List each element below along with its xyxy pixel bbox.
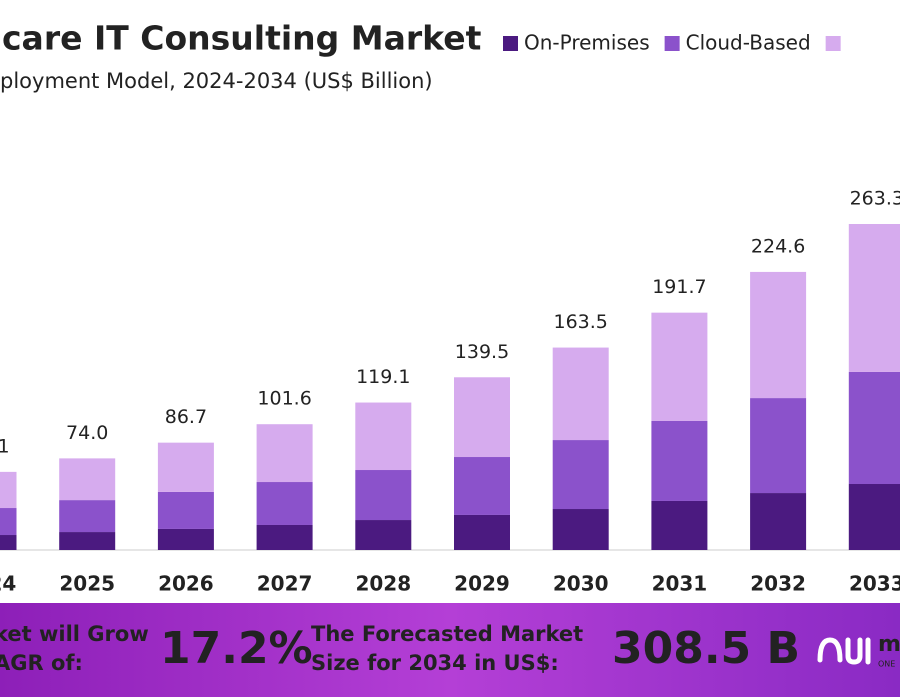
bar-segment (157, 528, 214, 550)
bar-segment (59, 532, 116, 550)
banner-text: The Forecasted Market (311, 622, 583, 646)
x-tick-label: 2027 (257, 572, 313, 596)
bar-segment (256, 524, 313, 550)
x-tick-label: 2030 (553, 572, 609, 596)
total-label: 119.1 (356, 366, 410, 388)
total-label: 191.7 (652, 276, 706, 298)
logo-sub: ONE (878, 660, 895, 669)
banner-cagr: 17.2% (160, 623, 313, 674)
bar-segment (0, 508, 17, 536)
bar-segment (454, 514, 510, 550)
bar-segment (750, 271, 807, 399)
bar-segment (0, 471, 17, 509)
chart-title: care IT Consulting Market (2, 19, 482, 58)
legend-label: On-Premises (524, 31, 650, 55)
total-label: 101.6 (257, 388, 311, 410)
total-label: 86.7 (165, 406, 207, 428)
total-label: 224.6 (751, 235, 805, 257)
bar-segment (256, 424, 313, 483)
x-tick-label: 2033 (849, 572, 900, 596)
x-tick-label: 2032 (750, 572, 806, 596)
bar-segment (552, 509, 609, 550)
bar-segment (59, 458, 116, 501)
legend-swatch (503, 36, 518, 51)
logo-icon (817, 637, 871, 665)
x-tick-label: 2031 (652, 572, 708, 596)
bar-segment (651, 312, 708, 421)
bar-segment (355, 520, 412, 550)
total-label: 139.5 (455, 341, 509, 363)
x-tick-label: 2026 (158, 572, 214, 596)
bar-segment (651, 500, 708, 550)
total-label: 74.0 (66, 422, 108, 444)
bar-segment (0, 535, 17, 550)
chart-subtitle: ployment Model, 2024-2034 (US$ Billion) (0, 69, 433, 93)
banner (0, 603, 900, 697)
x-tick-label: 2025 (59, 572, 115, 596)
legend-label: Cloud-Based (686, 31, 811, 55)
x-tick-label: 2028 (355, 572, 411, 596)
bar-segment (651, 420, 708, 501)
bar-segment (256, 482, 313, 525)
bar-segment (552, 440, 609, 510)
total-label: 63.1 (0, 435, 10, 457)
banner-text: ket will Grow (0, 622, 149, 646)
bar-segment (848, 484, 900, 550)
total-label: 163.5 (553, 311, 607, 333)
banner-forecast: 308.5 B (612, 623, 800, 674)
bar-segment (355, 402, 412, 471)
x-tick-label: 2024 (0, 572, 16, 596)
bar-segment (750, 493, 807, 550)
banner-text: Size for 2034 in US$: (311, 651, 559, 675)
bar-segment (454, 457, 510, 515)
bar-segment (157, 491, 214, 529)
bar-segment (454, 377, 510, 458)
banner-text: AGR of: (0, 651, 83, 675)
x-tick-label: 2029 (454, 572, 510, 596)
bar-segment (750, 398, 807, 494)
bar-segment (552, 347, 609, 441)
legend-swatch (825, 36, 841, 51)
bar-segment (848, 371, 900, 485)
logo-text: m (878, 632, 900, 657)
bar-segment (157, 442, 214, 492)
bar-segment (59, 500, 116, 533)
legend-swatch (664, 36, 680, 51)
bar-segment (355, 470, 412, 521)
total-label: 263.3 (850, 188, 900, 210)
bar-segment (848, 224, 900, 372)
